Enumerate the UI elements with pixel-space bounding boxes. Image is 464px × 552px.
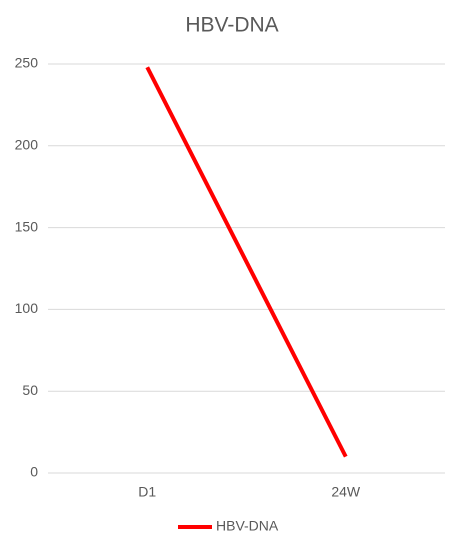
y-tick-label: 200	[15, 137, 39, 153]
x-tick-label: 24W	[331, 484, 361, 500]
y-tick-label: 100	[15, 300, 39, 316]
chart-title: HBV-DNA	[185, 14, 278, 37]
legend-label: HBV-DNA	[216, 518, 279, 534]
y-tick-label: 50	[22, 382, 38, 398]
y-tick-label: 250	[15, 55, 39, 71]
data-line	[145, 66, 348, 458]
x-tick-label: D1	[138, 484, 156, 500]
y-tick-label: 150	[15, 218, 39, 234]
y-tick-label: 0	[30, 464, 38, 480]
